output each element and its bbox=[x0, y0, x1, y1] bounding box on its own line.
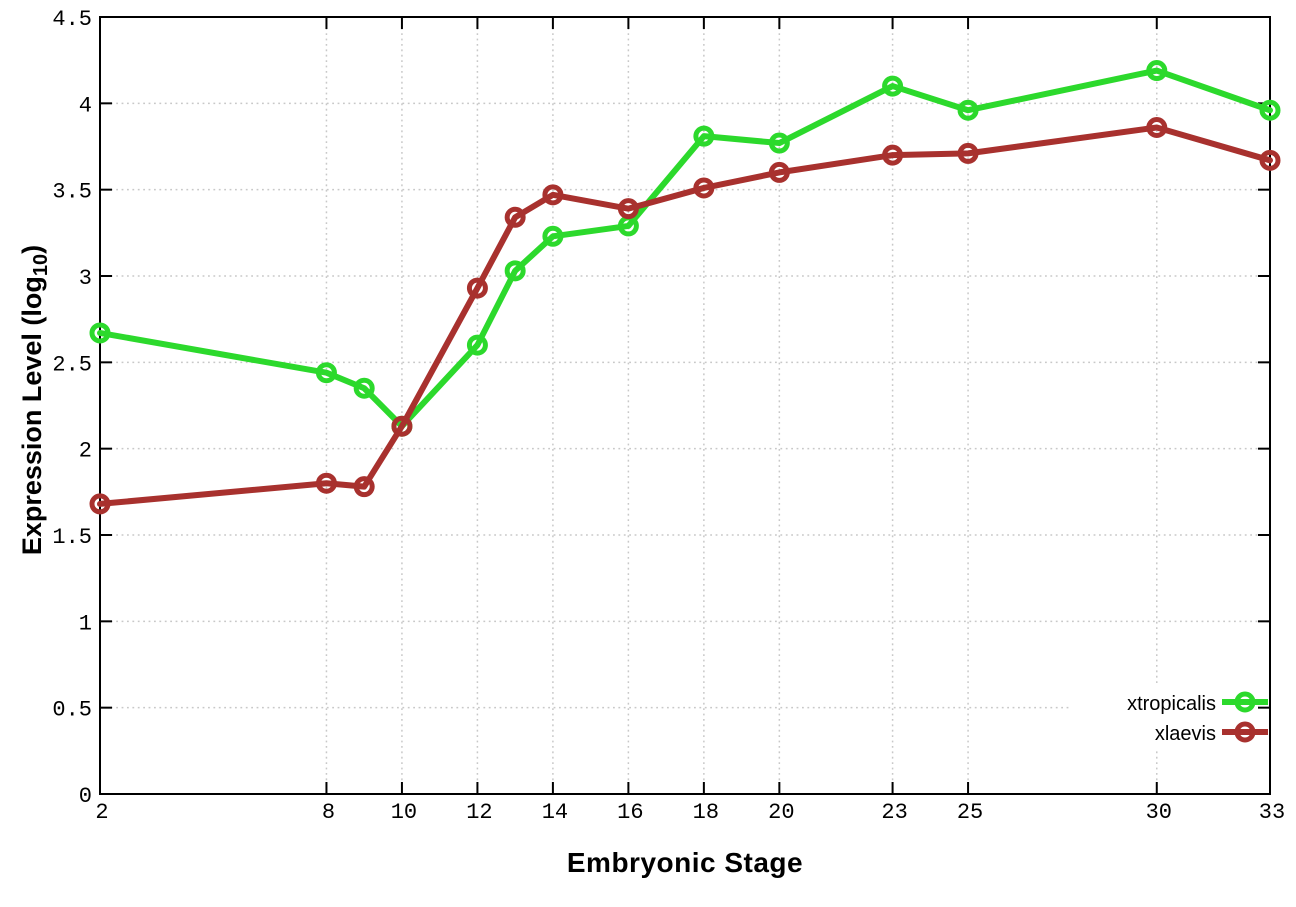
data-point-xlaevis bbox=[1259, 149, 1281, 171]
y-tick-label: 1 bbox=[79, 611, 92, 636]
data-point-xtropicalis bbox=[466, 334, 488, 356]
data-point-xlaevis bbox=[542, 184, 564, 206]
data-point-xtropicalis bbox=[882, 75, 904, 97]
data-point-xlaevis bbox=[466, 277, 488, 299]
data-point-xtropicalis bbox=[353, 377, 375, 399]
data-point-xlaevis bbox=[504, 206, 526, 228]
y-axis-title-main: Expression Level (log bbox=[17, 276, 47, 556]
y-tick-label: 3 bbox=[79, 266, 92, 291]
data-point-xlaevis bbox=[89, 493, 111, 515]
legend-label-xlaevis: xlaevis bbox=[1155, 723, 1216, 745]
x-tick-label: 2 bbox=[95, 800, 108, 825]
y-tick-label: 3.5 bbox=[52, 180, 92, 205]
y-tick-label: 4 bbox=[79, 93, 92, 118]
y-tick-label: 2.5 bbox=[52, 352, 92, 377]
y-tick-label: 0.5 bbox=[52, 698, 92, 723]
x-tick-label: 18 bbox=[693, 800, 719, 825]
x-tick-label: 23 bbox=[881, 800, 907, 825]
x-tick-label: 8 bbox=[322, 800, 335, 825]
legend-marker-xlaevis bbox=[1234, 721, 1256, 743]
data-point-xlaevis bbox=[768, 161, 790, 183]
y-axis-title-subscript: 10 bbox=[30, 253, 52, 277]
y-tick-label: 0 bbox=[79, 784, 92, 809]
y-axis-title: Expression Level (log10) bbox=[15, 190, 52, 610]
data-point-xtropicalis bbox=[1259, 99, 1281, 121]
x-tick-label: 30 bbox=[1146, 800, 1172, 825]
x-tick-label: 14 bbox=[542, 800, 568, 825]
x-tick-label: 20 bbox=[768, 800, 794, 825]
x-tick-label: 25 bbox=[957, 800, 983, 825]
data-point-xtropicalis bbox=[542, 225, 564, 247]
data-point-xtropicalis bbox=[768, 132, 790, 154]
data-point-xtropicalis bbox=[89, 322, 111, 344]
data-point-xtropicalis bbox=[693, 125, 715, 147]
x-tick-label: 10 bbox=[391, 800, 417, 825]
x-axis-title: Embryonic Stage bbox=[566, 847, 804, 878]
data-point-xlaevis bbox=[957, 142, 979, 164]
data-point-xlaevis bbox=[693, 177, 715, 199]
legend-label-xtropicalis: xtropicalis bbox=[1127, 693, 1216, 715]
data-point-xtropicalis bbox=[504, 260, 526, 282]
x-tick-label: 33 bbox=[1259, 800, 1285, 825]
series-line-xlaevis bbox=[97, 124, 1273, 507]
data-point-xlaevis bbox=[391, 415, 413, 437]
data-point-xlaevis bbox=[315, 472, 337, 494]
y-tick-label: 2 bbox=[79, 439, 92, 464]
x-tick-label: 16 bbox=[617, 800, 643, 825]
legend-marker-xtropicalis bbox=[1234, 691, 1256, 713]
legend-background bbox=[1072, 684, 1268, 748]
plot-border bbox=[99, 16, 1271, 795]
data-point-xtropicalis bbox=[315, 362, 337, 384]
y-tick-label: 4.5 bbox=[52, 7, 92, 32]
data-point-xtropicalis bbox=[1146, 60, 1168, 82]
data-point-xlaevis bbox=[882, 144, 904, 166]
data-point-xlaevis bbox=[617, 198, 639, 220]
data-point-xlaevis bbox=[1146, 117, 1168, 139]
x-tick-label: 12 bbox=[466, 800, 492, 825]
data-point-xtropicalis bbox=[957, 99, 979, 121]
data-point-xlaevis bbox=[353, 476, 375, 498]
y-tick-label: 1.5 bbox=[52, 525, 92, 550]
y-axis-title-close: ) bbox=[17, 244, 47, 254]
